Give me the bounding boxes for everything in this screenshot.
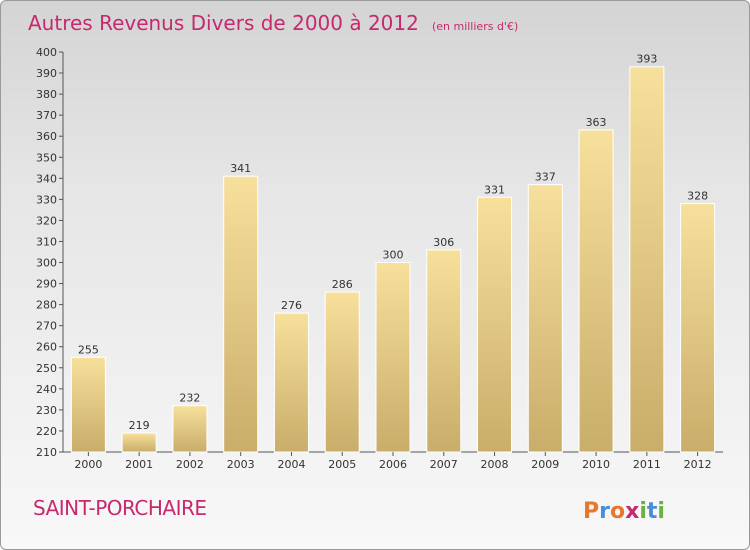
logo-letter: o (610, 499, 625, 524)
value-label-2000: 255 (78, 343, 99, 356)
logo-letter: t (647, 499, 658, 524)
y-tick-label: 310 (36, 235, 57, 248)
bar-2004 (273, 312, 309, 453)
y-tick-label: 370 (36, 109, 57, 122)
y-tick-label: 240 (36, 383, 57, 396)
bar-2000 (70, 356, 106, 453)
value-label-2002: 232 (179, 392, 200, 405)
x-axis-ticks: 2000 2001 2002 2003 2004 2005 2006 2007 2008 2009… (74, 452, 712, 471)
x-tick-label-2010: 2010 (582, 458, 610, 471)
y-tick-label: 390 (36, 67, 57, 80)
x-tick-label-2006: 2006 (379, 458, 407, 471)
y-tick-label: 250 (36, 362, 57, 375)
bar-2009 (527, 184, 563, 453)
y-tick-label: 230 (36, 404, 57, 417)
value-label-2004: 276 (281, 299, 302, 312)
x-tick-label-2003: 2003 (227, 458, 255, 471)
y-tick-label: 350 (36, 151, 57, 164)
y-tick-label: 280 (36, 299, 57, 312)
x-tick-label-2009: 2009 (531, 458, 559, 471)
y-tick-label: 270 (36, 320, 57, 333)
bar-2008 (477, 196, 513, 453)
x-tick-label-2000: 2000 (74, 458, 102, 471)
y-tick-label: 340 (36, 172, 57, 185)
logo-letter: i (657, 499, 665, 524)
x-tick-label-2002: 2002 (176, 458, 204, 471)
y-tick-label: 220 (36, 425, 57, 438)
x-tick-label-2008: 2008 (481, 458, 509, 471)
proxiti-logo: Proxiti (583, 499, 665, 524)
bar-2006 (375, 262, 411, 453)
value-label-2005: 286 (332, 278, 353, 291)
logo-letter: i (639, 499, 647, 524)
bars: 255 219 232 341 276 286 300 306 331 337 363 393 328 (70, 53, 716, 453)
y-axis-ticks: 210 220 230 240 250 260 270 280 290 300 310 320 330 3… (36, 46, 63, 459)
value-label-2009: 337 (535, 171, 556, 184)
logo-letter: P (583, 499, 599, 524)
bar-2005 (324, 291, 360, 453)
logo-letter: r (599, 499, 610, 524)
value-label-2006: 300 (383, 249, 404, 262)
value-label-2008: 331 (484, 183, 505, 196)
commune-name: SAINT-PORCHAIRE (33, 496, 207, 520)
value-label-2012: 328 (687, 190, 708, 203)
y-tick-label: 260 (36, 341, 57, 354)
value-label-2001: 219 (129, 419, 150, 432)
value-label-2007: 306 (433, 236, 454, 249)
bar-2010 (578, 129, 614, 453)
value-label-2011: 393 (636, 53, 657, 66)
y-tick-label: 400 (36, 46, 57, 59)
bar-2007 (426, 249, 462, 453)
x-tick-label-2001: 2001 (125, 458, 153, 471)
y-tick-label: 330 (36, 193, 57, 206)
logo-letter: x (625, 499, 639, 524)
bar-2001 (121, 432, 157, 453)
bar-2012 (680, 203, 716, 453)
y-tick-label: 290 (36, 278, 57, 291)
value-label-2010: 363 (586, 116, 607, 129)
x-tick-label-2007: 2007 (430, 458, 458, 471)
bar-2011 (629, 66, 665, 453)
bar-2003 (223, 175, 259, 453)
y-tick-label: 360 (36, 130, 57, 143)
x-tick-label-2005: 2005 (328, 458, 356, 471)
x-tick-label-2012: 2012 (684, 458, 712, 471)
y-tick-label: 210 (36, 446, 57, 459)
bar-2002 (172, 405, 208, 453)
x-tick-label-2004: 2004 (277, 458, 305, 471)
chart-title: Autres Revenus Divers de 2000 à 2012 (en… (28, 11, 518, 35)
value-label-2003: 341 (230, 162, 251, 175)
y-tick-label: 380 (36, 88, 57, 101)
y-tick-label: 320 (36, 214, 57, 227)
x-tick-label-2011: 2011 (633, 458, 661, 471)
y-tick-label: 300 (36, 257, 57, 270)
